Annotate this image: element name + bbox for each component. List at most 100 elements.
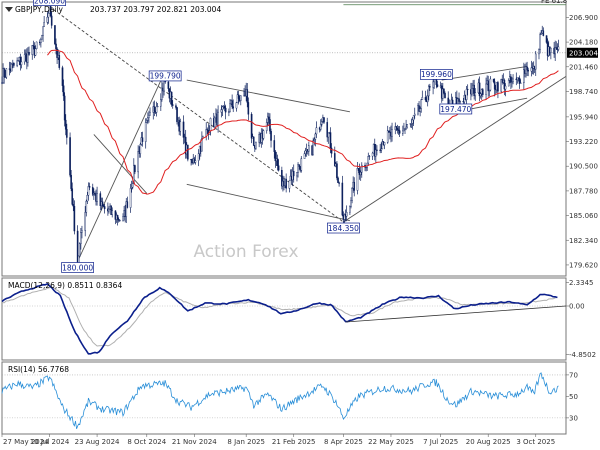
macd-title: MACD(12,26,9) 0.8511 0.8364 bbox=[8, 281, 122, 290]
candle-body-323 bbox=[488, 89, 491, 92]
candle-body-219 bbox=[330, 147, 333, 154]
candle-body-280 bbox=[424, 97, 427, 101]
price-trendline-6 bbox=[441, 65, 528, 81]
candle-body-360 bbox=[545, 35, 548, 43]
candle-body-14 bbox=[20, 61, 23, 65]
candle-body-335 bbox=[507, 80, 510, 87]
candle-body-181 bbox=[274, 151, 277, 162]
candle-body-124 bbox=[187, 144, 189, 160]
candle-body-200 bbox=[303, 153, 306, 159]
candle-body-252 bbox=[381, 141, 384, 150]
candle-body-225 bbox=[341, 182, 344, 216]
candle-body-304 bbox=[459, 101, 461, 103]
candle-body-92 bbox=[139, 144, 142, 154]
candle-body-271 bbox=[410, 123, 413, 125]
symbol-title: GBPJPY,Daily bbox=[15, 5, 64, 14]
price-trendline-5 bbox=[343, 76, 567, 223]
candle-body-54 bbox=[81, 230, 83, 233]
candle-body-214 bbox=[323, 117, 325, 123]
candle-body-95 bbox=[144, 122, 147, 142]
candle-body-9 bbox=[13, 63, 15, 66]
candle-body-272 bbox=[411, 119, 414, 124]
x-tick-label-3: 8 Oct 2024 bbox=[127, 438, 166, 446]
candle-body-269 bbox=[406, 124, 408, 128]
candle-body-67 bbox=[101, 201, 104, 206]
candle-body-231 bbox=[350, 200, 352, 207]
candle-body-230 bbox=[349, 206, 351, 213]
candle-body-7 bbox=[10, 63, 13, 72]
price-trendline-2 bbox=[93, 134, 148, 194]
candle-body-316 bbox=[478, 82, 481, 97]
candle-body-13 bbox=[19, 57, 22, 65]
candle-body-254 bbox=[383, 142, 386, 146]
price-tick-label-6: 190.500 bbox=[569, 163, 598, 171]
candle-body-35 bbox=[54, 25, 56, 45]
candle-body-119 bbox=[179, 121, 182, 132]
x-tick-label-5: 8 Jan 2025 bbox=[227, 438, 265, 446]
price-annotation-5: 197.470 bbox=[440, 105, 471, 114]
candle-body-164 bbox=[247, 102, 250, 115]
candle-body-83 bbox=[125, 201, 128, 217]
candle-body-249 bbox=[376, 149, 378, 151]
candle-body-292 bbox=[442, 88, 444, 99]
candle-body-283 bbox=[427, 86, 430, 97]
candle-body-333 bbox=[503, 79, 506, 90]
candle-body-262 bbox=[396, 128, 399, 131]
candle-body-313 bbox=[473, 84, 475, 97]
moving-average-line bbox=[47, 49, 559, 195]
price-tick-label-5: 193.220 bbox=[569, 138, 598, 146]
collapse-triangle-icon[interactable] bbox=[5, 7, 13, 12]
candle-body-285 bbox=[432, 81, 434, 88]
candle-body-167 bbox=[252, 136, 255, 146]
candle-body-146 bbox=[221, 106, 224, 110]
candle-body-211 bbox=[319, 124, 322, 130]
price-trendline-0 bbox=[49, 6, 344, 223]
candle-body-157 bbox=[237, 94, 240, 99]
candle-body-344 bbox=[519, 82, 522, 84]
candle-body-229 bbox=[345, 212, 348, 217]
candle-body-235 bbox=[356, 168, 359, 191]
candle-body-11 bbox=[17, 60, 20, 62]
candle-body-244 bbox=[368, 155, 371, 158]
candle-body-148 bbox=[223, 106, 226, 109]
candle-body-359 bbox=[542, 30, 545, 36]
candle-body-56 bbox=[85, 200, 88, 213]
macd-panel-frame bbox=[1, 277, 567, 361]
candle-body-153 bbox=[231, 100, 233, 107]
candle-body-357 bbox=[540, 33, 542, 35]
candle-body-154 bbox=[232, 106, 235, 109]
candle-body-234 bbox=[353, 181, 356, 191]
candle-body-79 bbox=[118, 219, 121, 222]
candle-body-28 bbox=[42, 26, 44, 36]
price-tick-label-1: 204.180 bbox=[569, 39, 598, 47]
candle-body-345 bbox=[523, 69, 525, 84]
x-tick-label-8: 22 May 2025 bbox=[368, 438, 414, 446]
candle-body-59 bbox=[88, 186, 91, 188]
candle-body-62 bbox=[94, 193, 96, 195]
candle-body-330 bbox=[500, 79, 502, 92]
candle-body-60 bbox=[91, 187, 94, 195]
candle-body-195 bbox=[296, 172, 298, 177]
candle-body-267 bbox=[404, 128, 406, 130]
candle-body-295 bbox=[447, 97, 450, 105]
candle-body-42 bbox=[63, 95, 66, 121]
candle-body-242 bbox=[366, 162, 368, 168]
candle-body-261 bbox=[395, 126, 398, 129]
candle-body-184 bbox=[277, 165, 280, 171]
candle-body-77 bbox=[116, 215, 119, 220]
candle-body-44 bbox=[66, 129, 68, 138]
candle-body-130 bbox=[197, 153, 200, 161]
macd-line bbox=[1, 282, 558, 355]
rsi-tick-label-0: 70 bbox=[569, 371, 578, 379]
candle-body-227 bbox=[343, 214, 346, 220]
candle-body-348 bbox=[526, 66, 528, 71]
candle-body-356 bbox=[539, 34, 541, 50]
candle-body-259 bbox=[391, 129, 393, 137]
candle-body-180 bbox=[273, 140, 276, 152]
candle-body-274 bbox=[413, 113, 416, 116]
price-annotation-box-3 bbox=[327, 222, 360, 234]
candle-body-10 bbox=[16, 60, 18, 66]
candle-body-343 bbox=[518, 77, 521, 84]
candle-body-94 bbox=[141, 137, 144, 142]
